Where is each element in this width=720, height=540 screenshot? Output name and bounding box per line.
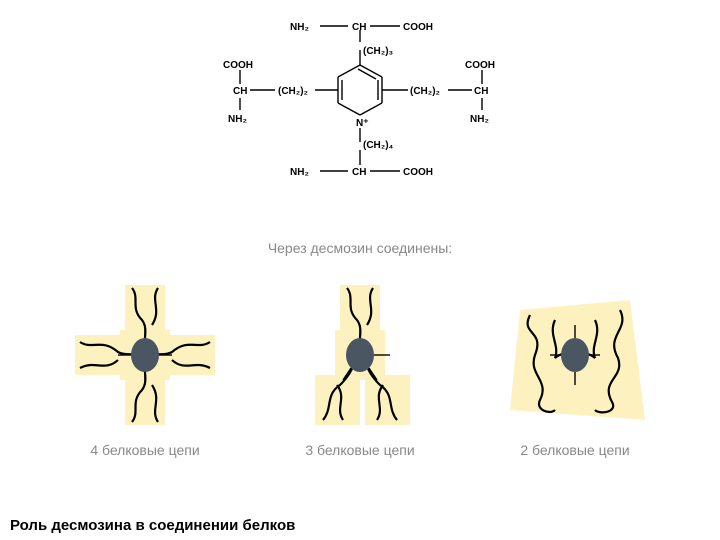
panel-3-label: 3 белковые цепи [275,442,445,458]
panel-2-chains: 2 белковые цепи [490,280,660,458]
right-ch: CH [474,86,488,97]
left-ch: CH [233,86,247,97]
left-cooh: COOH [223,60,253,71]
panel-4-svg [70,280,220,430]
top-nh2: NH₂ [290,22,309,33]
subtitle: Через десмозин соединены: [0,240,720,256]
top-ch: CH [352,22,366,33]
pyridinium-ring [338,65,382,115]
panel-3-svg [285,280,435,430]
panel-2-svg [500,280,650,430]
bottom-ch: CH [352,167,366,178]
bottom-cooh: COOH [403,167,433,178]
panel-3-chains: 3 белковые цепи [275,280,445,458]
desmosine-chemical-structure: N⁺ (CH₂)₃ CH NH₂ COOH (CH₂)₂ CH COOH NH₂… [120,10,600,190]
right-nh2: NH₂ [470,114,489,125]
n-plus-label: N⁺ [356,118,369,129]
bottom-ch2-4: (CH₂)₄ [363,140,394,151]
cross-link-panels: 4 белковые цепи [60,280,660,458]
chemistry-svg: N⁺ (CH₂)₃ CH NH₂ COOH (CH₂)₂ CH COOH NH₂… [120,10,600,190]
top-cooh: COOH [403,22,433,33]
figure-caption: Роль десмозина в соединении белков [10,517,295,534]
panel-4-chains: 4 белковые цепи [60,280,230,458]
bottom-nh2: NH₂ [290,167,309,178]
top-ch2-3: (CH₂)₃ [363,46,394,57]
panel-2-label: 2 белковые цепи [490,442,660,458]
right-ch2-2: (CH₂)₂ [410,86,440,97]
left-ch2-2: (CH₂)₂ [278,86,308,97]
left-nh2: NH₂ [228,114,247,125]
panel-4-label: 4 белковые цепи [60,442,230,458]
right-cooh: COOH [465,60,495,71]
